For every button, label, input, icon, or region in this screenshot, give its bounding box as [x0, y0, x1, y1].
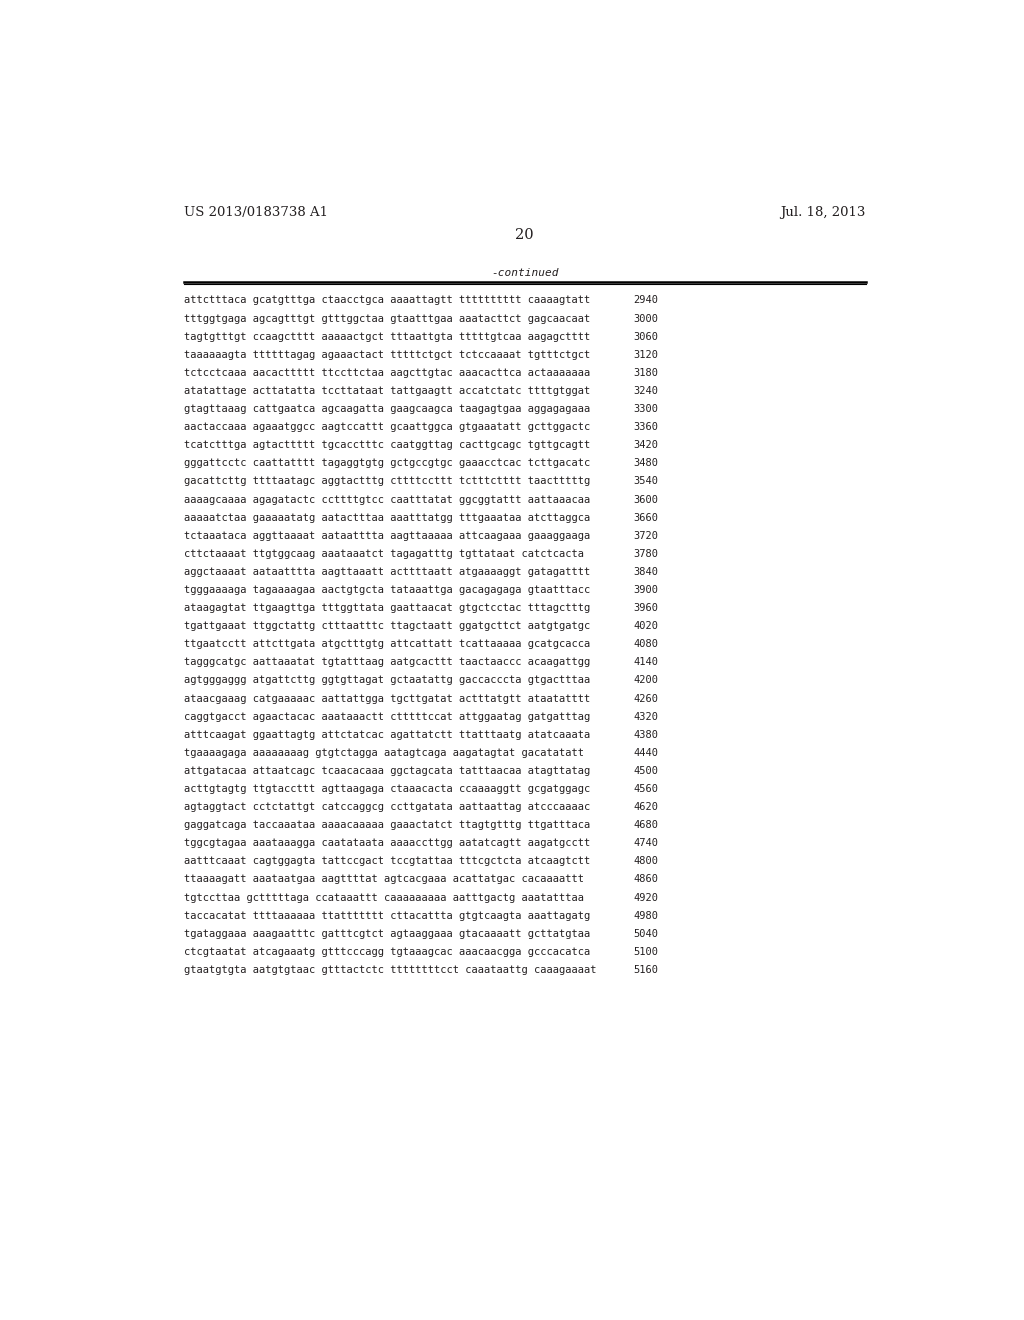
Text: 3240: 3240	[633, 385, 658, 396]
Text: gacattcttg ttttaatagc aggtactttg cttttccttt tctttctttt taactttttg: gacattcttg ttttaatagc aggtactttg cttttcc…	[183, 477, 590, 486]
Text: tctcctcaaa aacacttttt ttccttctaa aagcttgtac aaacacttca actaaaaaaa: tctcctcaaa aacacttttt ttccttctaa aagcttg…	[183, 368, 590, 378]
Text: ataagagtat ttgaagttga tttggttata gaattaacat gtgctcctac tttagctttg: ataagagtat ttgaagttga tttggttata gaattaa…	[183, 603, 590, 612]
Text: 4560: 4560	[633, 784, 658, 795]
Text: 3000: 3000	[633, 314, 658, 323]
Text: 3600: 3600	[633, 495, 658, 504]
Text: 20: 20	[515, 227, 535, 242]
Text: 5040: 5040	[633, 929, 658, 939]
Text: -continued: -continued	[492, 268, 558, 277]
Text: tgattgaaat ttggctattg ctttaatttc ttagctaatt ggatgcttct aatgtgatgc: tgattgaaat ttggctattg ctttaatttc ttagcta…	[183, 622, 590, 631]
Text: 2940: 2940	[633, 296, 658, 305]
Text: 4020: 4020	[633, 622, 658, 631]
Text: tcatctttga agtacttttt tgcacctttc caatggttag cacttgcagc tgttgcagtt: tcatctttga agtacttttt tgcacctttc caatggt…	[183, 441, 590, 450]
Text: gtagttaaag cattgaatca agcaagatta gaagcaagca taagagtgaa aggagagaaa: gtagttaaag cattgaatca agcaagatta gaagcaa…	[183, 404, 590, 414]
Text: 4980: 4980	[633, 911, 658, 920]
Text: ttgaatcctt attcttgata atgctttgtg attcattatt tcattaaaaa gcatgcacca: ttgaatcctt attcttgata atgctttgtg attcatt…	[183, 639, 590, 649]
Text: aaaaatctaa gaaaaatatg aatactttaa aaatttatgg tttgaaataa atcttaggca: aaaaatctaa gaaaaatatg aatactttaa aaattta…	[183, 512, 590, 523]
Text: acttgtagtg ttgtaccttt agttaagaga ctaaacacta ccaaaaggtt gcgatggagc: acttgtagtg ttgtaccttt agttaagaga ctaaaca…	[183, 784, 590, 795]
Text: aatttcaaat cagtggagta tattccgact tccgtattaa tttcgctcta atcaagtctt: aatttcaaat cagtggagta tattccgact tccgtat…	[183, 857, 590, 866]
Text: tctaaataca aggttaaaat aataatttta aagttaaaaa attcaagaaa gaaaggaaga: tctaaataca aggttaaaat aataatttta aagttaa…	[183, 531, 590, 541]
Text: gaggatcaga taccaaataa aaaacaaaaa gaaactatct ttagtgtttg ttgatttaca: gaggatcaga taccaaataa aaaacaaaaa gaaacta…	[183, 820, 590, 830]
Text: 4260: 4260	[633, 693, 658, 704]
Text: 4080: 4080	[633, 639, 658, 649]
Text: 4920: 4920	[633, 892, 658, 903]
Text: ctcgtaatat atcagaaatg gtttcccagg tgtaaagcac aaacaacgga gcccacatca: ctcgtaatat atcagaaatg gtttcccagg tgtaaag…	[183, 946, 590, 957]
Text: 3180: 3180	[633, 368, 658, 378]
Text: taaaaaagta ttttttagag agaaactact tttttctgct tctccaaaat tgtttctgct: taaaaaagta ttttttagag agaaactact tttttct…	[183, 350, 590, 360]
Text: atttcaagat ggaattagtg attctatcac agattatctt ttatttaatg atatcaaata: atttcaagat ggaattagtg attctatcac agattat…	[183, 730, 590, 739]
Text: cttctaaaat ttgtggcaag aaataaatct tagagatttg tgttataat catctcacta: cttctaaaat ttgtggcaag aaataaatct tagagat…	[183, 549, 584, 558]
Text: attgatacaa attaatcagc tcaacacaaa ggctagcata tatttaacaa atagttatag: attgatacaa attaatcagc tcaacacaaa ggctagc…	[183, 766, 590, 776]
Text: 3720: 3720	[633, 531, 658, 541]
Text: 3900: 3900	[633, 585, 658, 595]
Text: tgggaaaaga tagaaaagaa aactgtgcta tataaattga gacagagaga gtaatttacc: tgggaaaaga tagaaaagaa aactgtgcta tataaat…	[183, 585, 590, 595]
Text: tggcgtagaa aaataaagga caatataata aaaaccttgg aatatcagtt aagatgcctt: tggcgtagaa aaataaagga caatataata aaaacct…	[183, 838, 590, 849]
Text: 5100: 5100	[633, 946, 658, 957]
Text: 4740: 4740	[633, 838, 658, 849]
Text: 4380: 4380	[633, 730, 658, 739]
Text: 3480: 3480	[633, 458, 658, 469]
Text: gggattcctc caattatttt tagaggtgtg gctgccgtgc gaaacctcac tcttgacatc: gggattcctc caattatttt tagaggtgtg gctgccg…	[183, 458, 590, 469]
Text: tgaaaagaga aaaaaaaag gtgtctagga aatagtcaga aagatagtat gacatatatt: tgaaaagaga aaaaaaaag gtgtctagga aatagtca…	[183, 748, 584, 758]
Text: 3300: 3300	[633, 404, 658, 414]
Text: 4800: 4800	[633, 857, 658, 866]
Text: caggtgacct agaactacac aaataaactt ctttttccat attggaatag gatgatttag: caggtgacct agaactacac aaataaactt ctttttc…	[183, 711, 590, 722]
Text: aaaagcaaaa agagatactc ccttttgtcc caatttatat ggcggtattt aattaaacaa: aaaagcaaaa agagatactc ccttttgtcc caattta…	[183, 495, 590, 504]
Text: taccacatat ttttaaaaaa ttattttttt cttacattta gtgtcaagta aaattagatg: taccacatat ttttaaaaaa ttattttttt cttacat…	[183, 911, 590, 920]
Text: atatattage acttatatta tccttataat tattgaagtt accatctatc ttttgtggat: atatattage acttatatta tccttataat tattgaa…	[183, 385, 590, 396]
Text: agtaggtact cctctattgt catccaggcg ccttgatata aattaattag atcccaaaac: agtaggtact cctctattgt catccaggcg ccttgat…	[183, 803, 590, 812]
Text: aggctaaaat aataatttta aagttaaatt acttttaatt atgaaaaggt gatagatttt: aggctaaaat aataatttta aagttaaatt actttta…	[183, 566, 590, 577]
Text: 3120: 3120	[633, 350, 658, 360]
Text: attctttaca gcatgtttga ctaacctgca aaaattagtt tttttttttt caaaagtatt: attctttaca gcatgtttga ctaacctgca aaaatta…	[183, 296, 590, 305]
Text: Jul. 18, 2013: Jul. 18, 2013	[780, 206, 866, 219]
Text: 3840: 3840	[633, 566, 658, 577]
Text: gtaatgtgta aatgtgtaac gtttactctc ttttttttcct caaataattg caaagaaaat: gtaatgtgta aatgtgtaac gtttactctc ttttttt…	[183, 965, 596, 975]
Text: 3540: 3540	[633, 477, 658, 486]
Text: aactaccaaa agaaatggcc aagtccattt gcaattggca gtgaaatatt gcttggactc: aactaccaaa agaaatggcc aagtccattt gcaattg…	[183, 422, 590, 432]
Text: ataacgaaag catgaaaaac aattattgga tgcttgatat actttatgtt ataatatttt: ataacgaaag catgaaaaac aattattgga tgcttga…	[183, 693, 590, 704]
Text: 4500: 4500	[633, 766, 658, 776]
Text: 4200: 4200	[633, 676, 658, 685]
Text: 5160: 5160	[633, 965, 658, 975]
Text: 3360: 3360	[633, 422, 658, 432]
Text: 3060: 3060	[633, 331, 658, 342]
Text: 3960: 3960	[633, 603, 658, 612]
Text: tttggtgaga agcagtttgt gtttggctaa gtaatttgaa aaatacttct gagcaacaat: tttggtgaga agcagtttgt gtttggctaa gtaattt…	[183, 314, 590, 323]
Text: 4680: 4680	[633, 820, 658, 830]
Text: US 2013/0183738 A1: US 2013/0183738 A1	[183, 206, 328, 219]
Text: 4440: 4440	[633, 748, 658, 758]
Text: tagggcatgc aattaaatat tgtatttaag aatgcacttt taactaaccc acaagattgg: tagggcatgc aattaaatat tgtatttaag aatgcac…	[183, 657, 590, 668]
Text: tagtgtttgt ccaagctttt aaaaactgct tttaattgta tttttgtcaa aagagctttt: tagtgtttgt ccaagctttt aaaaactgct tttaatt…	[183, 331, 590, 342]
Text: 4620: 4620	[633, 803, 658, 812]
Text: 4140: 4140	[633, 657, 658, 668]
Text: 4320: 4320	[633, 711, 658, 722]
Text: tgataggaaa aaagaatttc gatttcgtct agtaaggaaa gtacaaaatt gcttatgtaa: tgataggaaa aaagaatttc gatttcgtct agtaagg…	[183, 929, 590, 939]
Text: ttaaaagatt aaataatgaa aagttttat agtcacgaaa acattatgac cacaaaattt: ttaaaagatt aaataatgaa aagttttat agtcacga…	[183, 875, 584, 884]
Text: agtgggaggg atgattcttg ggtgttagat gctaatattg gaccacccta gtgactttaa: agtgggaggg atgattcttg ggtgttagat gctaata…	[183, 676, 590, 685]
Text: tgtccttaa gctttttaga ccataaattt caaaaaaaaa aatttgactg aaatatttaa: tgtccttaa gctttttaga ccataaattt caaaaaaa…	[183, 892, 584, 903]
Text: 3780: 3780	[633, 549, 658, 558]
Text: 4860: 4860	[633, 875, 658, 884]
Text: 3420: 3420	[633, 441, 658, 450]
Text: 3660: 3660	[633, 512, 658, 523]
